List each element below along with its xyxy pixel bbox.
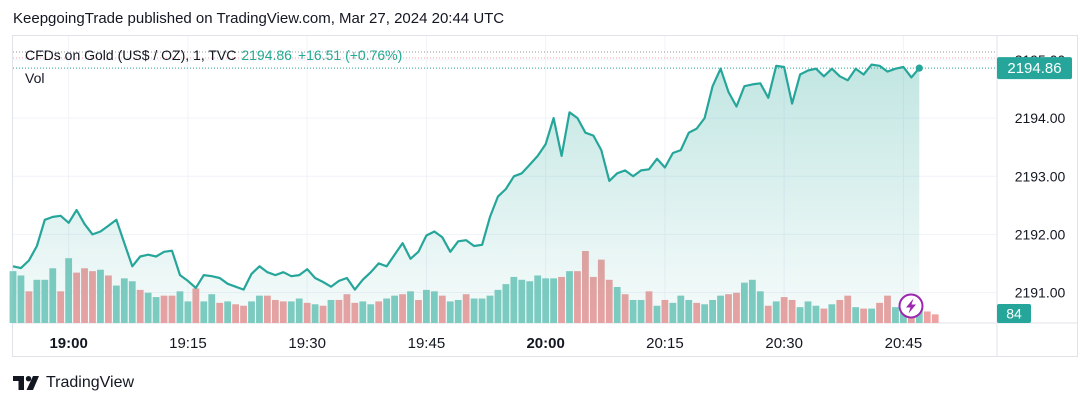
time-tick-label: 19:30 <box>288 335 326 352</box>
flash-icon[interactable] <box>898 293 924 319</box>
time-axis: 19:00 19:15 19:30 19:45 20:00 20:15 20:30 20:45 <box>49 335 922 352</box>
volume-label: Vol <box>25 70 45 86</box>
last-price-label: 2194.86 <box>1007 60 1061 77</box>
time-tick-label: 20:15 <box>646 335 684 352</box>
time-tick-label: 20:00 <box>526 335 564 352</box>
last-price-dot <box>915 64 923 72</box>
brand-name: TradingView <box>46 374 135 391</box>
price-tick-label: 2192.00 <box>1015 226 1066 242</box>
footer: TradingView <box>13 374 134 392</box>
time-tick-label: 19:15 <box>169 335 207 352</box>
symbol-title[interactable]: CFDs on Gold (US$ / OZ), 1, TVC <box>25 47 237 63</box>
time-tick-label: 19:45 <box>408 335 446 352</box>
price-tick-label: 2191.00 <box>1015 285 1066 301</box>
publish-info: KeepgoingTrade published on TradingView.… <box>13 10 505 27</box>
volume-badge: 84 <box>997 304 1031 323</box>
price-tick-label: 2193.00 <box>1015 168 1066 184</box>
volume-bar <box>923 311 931 323</box>
price-line <box>12 63 921 291</box>
volume-bar <box>931 314 939 323</box>
time-tick-label: 19:00 <box>49 335 87 352</box>
chart-frame <box>12 35 1078 357</box>
price-tick-label: 2194.00 <box>1015 110 1066 126</box>
chart-legend: CFDs on Gold (US$ / OZ), 1, TVC 2194.86 +1… <box>25 47 402 63</box>
legend-change: +16.51 (+0.76%) <box>297 47 403 63</box>
tradingview-logo-icon <box>13 376 39 390</box>
price-area <box>13 64 920 323</box>
last-volume-label: 84 <box>1006 306 1022 322</box>
last-price-line <box>13 51 997 69</box>
legend-price: 2194.86 <box>241 47 292 63</box>
price-badge: 2194.86 <box>997 57 1072 80</box>
time-tick-label: 20:45 <box>885 335 923 352</box>
time-tick-label: 20:30 <box>765 335 803 352</box>
